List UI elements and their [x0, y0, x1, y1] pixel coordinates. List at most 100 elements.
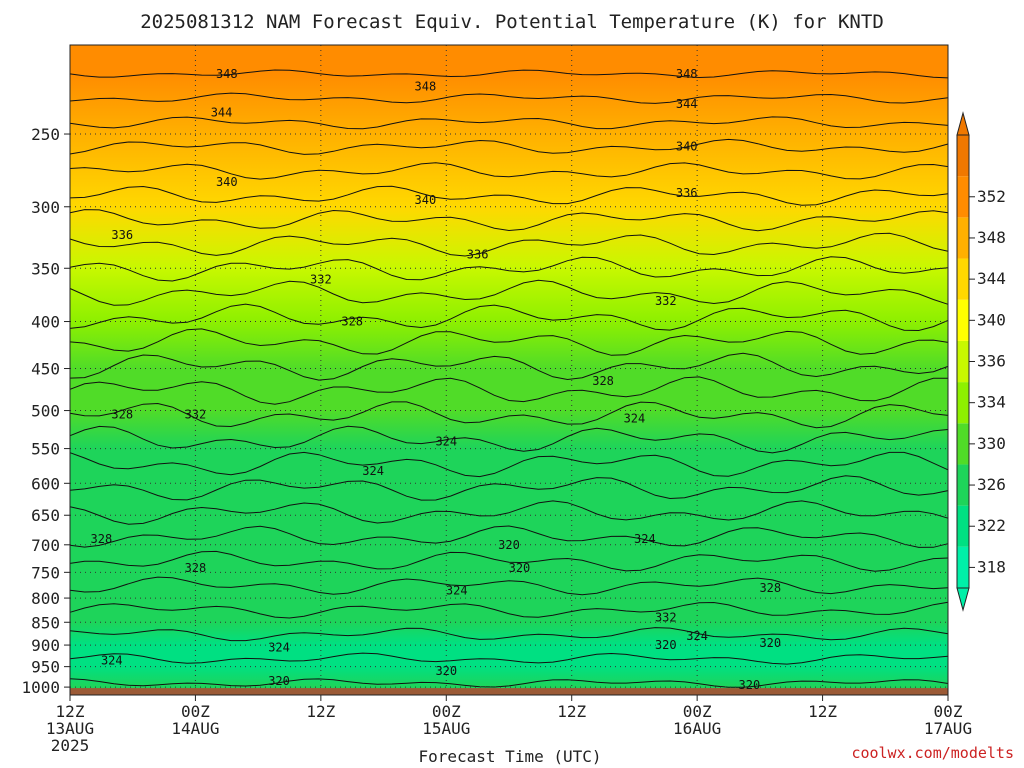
contour-label: 336: [111, 228, 133, 242]
y-tick-label: 1000: [21, 678, 60, 697]
x-tick-label: 12Z: [56, 702, 85, 721]
x-tick-label: 17AUG: [924, 719, 972, 738]
y-tick-label: 650: [31, 506, 60, 525]
contour-label: 320: [509, 561, 531, 575]
y-tick-label: 900: [31, 636, 60, 655]
field-bands: [70, 45, 948, 695]
contour-label: 324: [686, 629, 708, 643]
x-tick-label: 12Z: [557, 702, 586, 721]
colorbar-tick-label: 340: [977, 310, 1006, 329]
colorbar-tick-label: 334: [977, 393, 1006, 412]
contour-label: 348: [216, 67, 238, 81]
contour-label: 332: [655, 611, 677, 625]
contour-label: 320: [655, 638, 677, 652]
contour-line: [69, 525, 949, 548]
contour-label: 340: [415, 193, 437, 207]
chart-title: 2025081312 NAM Forecast Equiv. Potential…: [140, 11, 884, 33]
colorbar-bin: [957, 299, 969, 341]
contour-line: [69, 116, 949, 130]
plot-area: 348 348 348 344 344 340 340 340 336 336 336 332 332 3…: [69, 44, 949, 696]
contour-label: 324: [362, 464, 384, 478]
colorbar-bin: [957, 546, 969, 588]
colorbar-tick-label: 344: [977, 269, 1006, 288]
colorbar-bin: [957, 464, 969, 506]
y-tick-label: 600: [31, 474, 60, 493]
y-tick-label: 800: [31, 589, 60, 608]
contour-labels: 348 348 348 344 344 340 340 340 336 336 336 332 332 3…: [91, 67, 782, 692]
contour-line: [69, 352, 949, 381]
y-tick-label: 550: [31, 440, 60, 459]
x-tick-label: 12Z: [808, 702, 837, 721]
contour-label: 324: [624, 411, 646, 425]
colorbar-tick-label: 326: [977, 475, 1006, 494]
colorbar-bin: [957, 340, 969, 383]
contour-label: 324: [634, 532, 656, 546]
y-tick-label: 350: [31, 259, 60, 278]
y-tick-label: 700: [31, 536, 60, 555]
contour-line: [69, 92, 949, 104]
x-tick-label: 2025: [51, 736, 90, 755]
contour-label: 348: [676, 67, 698, 81]
contour-line: [69, 475, 949, 501]
colorbar-top-arrow: [956, 111, 970, 136]
y-tick-label: 850: [31, 613, 60, 632]
colorbar-legend: 318 322 326 330 334 336 340 344 348 352: [956, 111, 1006, 612]
x-tick-label: 00Z: [181, 702, 210, 721]
contour-label: 332: [185, 408, 207, 422]
colorbar-bottom-arrow: [956, 587, 970, 612]
y-tick-label: 250: [31, 125, 60, 144]
y-tick-label: 400: [31, 313, 60, 332]
contour-line: [69, 451, 949, 478]
contour-label: 332: [655, 294, 677, 308]
colorbar-tick-label: 330: [977, 434, 1006, 453]
y-tick-label: 300: [31, 198, 60, 217]
colorbar-bin: [957, 176, 969, 218]
colorbar-bin: [957, 135, 969, 177]
y-tick-label: 750: [31, 563, 60, 582]
contour-line: [69, 279, 949, 306]
colorbar-tick-label: 336: [977, 352, 1006, 371]
x-tick-label: 16AUG: [673, 719, 721, 738]
contour-label: 340: [676, 140, 698, 154]
contour-line: [69, 232, 949, 257]
contour-label: 328: [759, 581, 781, 595]
colorbar-bin: [957, 423, 969, 465]
contour-label: 320: [739, 678, 761, 692]
colorbar-bin: [957, 258, 969, 300]
x-tick-label: 13AUG: [46, 719, 94, 738]
contour-line: [69, 209, 949, 232]
contour-line: [69, 69, 949, 79]
contour-label: 320: [759, 636, 781, 650]
contour-label: 340: [216, 175, 238, 189]
colorbar-tick-label: 322: [977, 516, 1006, 535]
colorbar-tick-label: 318: [977, 557, 1006, 576]
contour-label: 328: [185, 561, 207, 575]
contour-line: [69, 303, 949, 332]
x-tick-label: 00Z: [432, 702, 461, 721]
colorbar-bin: [957, 382, 969, 424]
x-tick-label: 14AUG: [171, 719, 219, 738]
colorbar-bin: [957, 505, 969, 547]
contour-line: [69, 328, 949, 356]
contour-label: 336: [467, 247, 489, 261]
plot-frame: [69, 44, 949, 696]
contour-label: 324: [101, 653, 123, 667]
contour-label: 344: [676, 97, 698, 111]
colorbar-tick-label: 352: [977, 187, 1006, 206]
contour-line: [69, 601, 949, 619]
contour-line: [69, 256, 949, 282]
contour-label: 336: [676, 186, 698, 200]
field-fill: [70, 45, 948, 695]
contour-line: [69, 652, 949, 665]
contour-line: [69, 500, 949, 525]
contour-label: 324: [435, 434, 457, 448]
contour-line: [69, 376, 948, 405]
contour-label: 328: [91, 532, 113, 546]
credit-text: coolwx.com/modelts: [851, 744, 1014, 762]
ground-surface: [70, 688, 948, 695]
contour-line: [69, 425, 949, 454]
colorbar-bin: [957, 217, 969, 259]
x-tick-label: 00Z: [683, 702, 712, 721]
